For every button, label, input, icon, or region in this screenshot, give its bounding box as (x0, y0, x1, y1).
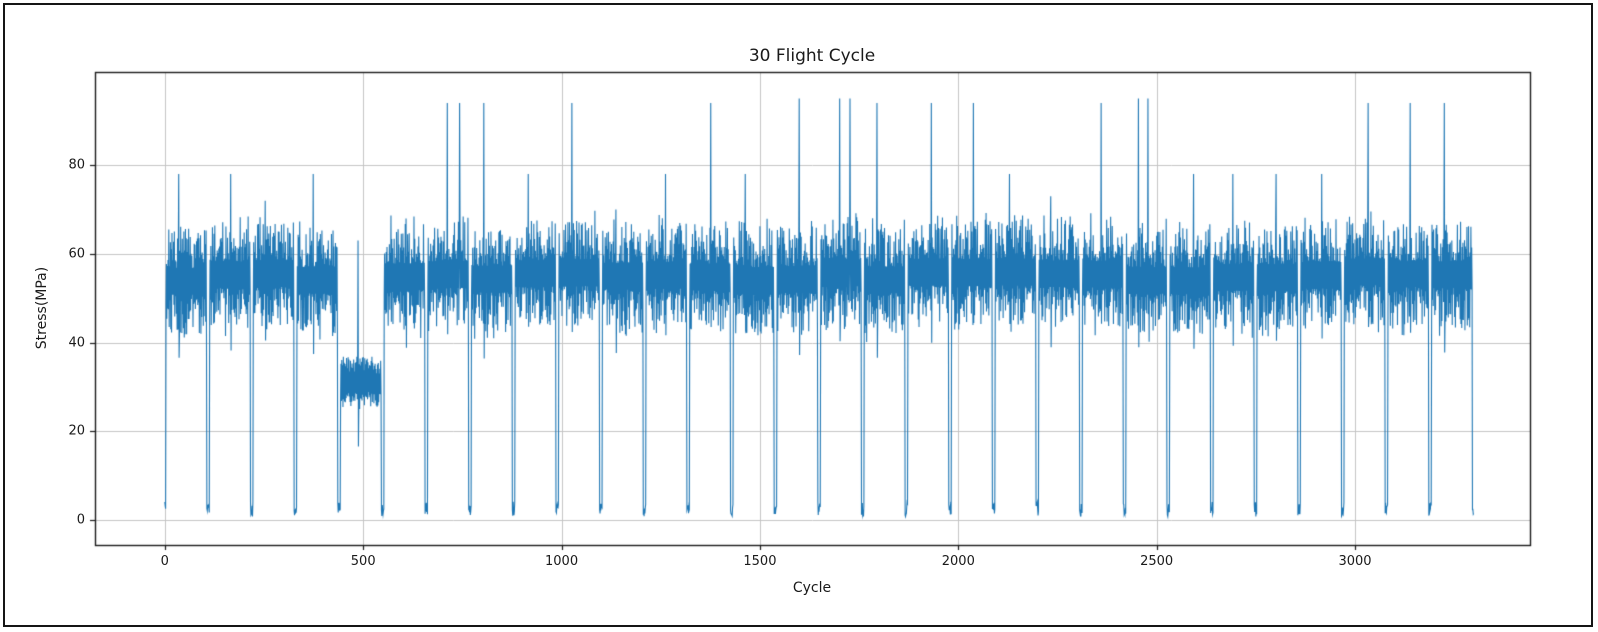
x-axis-label: Cycle (792, 580, 832, 596)
y-tick-label: 80 (68, 157, 85, 173)
x-tick-label: 1000 (545, 554, 579, 569)
x-tick-label: 3000 (1338, 554, 1372, 569)
x-tick-label: 1500 (743, 554, 777, 569)
chart-title: 30 Flight Cycle (748, 46, 876, 66)
x-tick-label: 2000 (941, 554, 975, 569)
x-tick-label: 0 (160, 554, 169, 569)
y-tick-label: 20 (68, 423, 85, 439)
y-tick-label: 0 (76, 512, 85, 528)
x-tick-label: 500 (350, 554, 376, 569)
y-tick-label: 60 (68, 246, 85, 262)
x-tick-label: 2500 (1140, 554, 1174, 569)
y-axis-label: Stress(MPa) (34, 266, 50, 350)
y-tick-label: 40 (68, 335, 85, 351)
